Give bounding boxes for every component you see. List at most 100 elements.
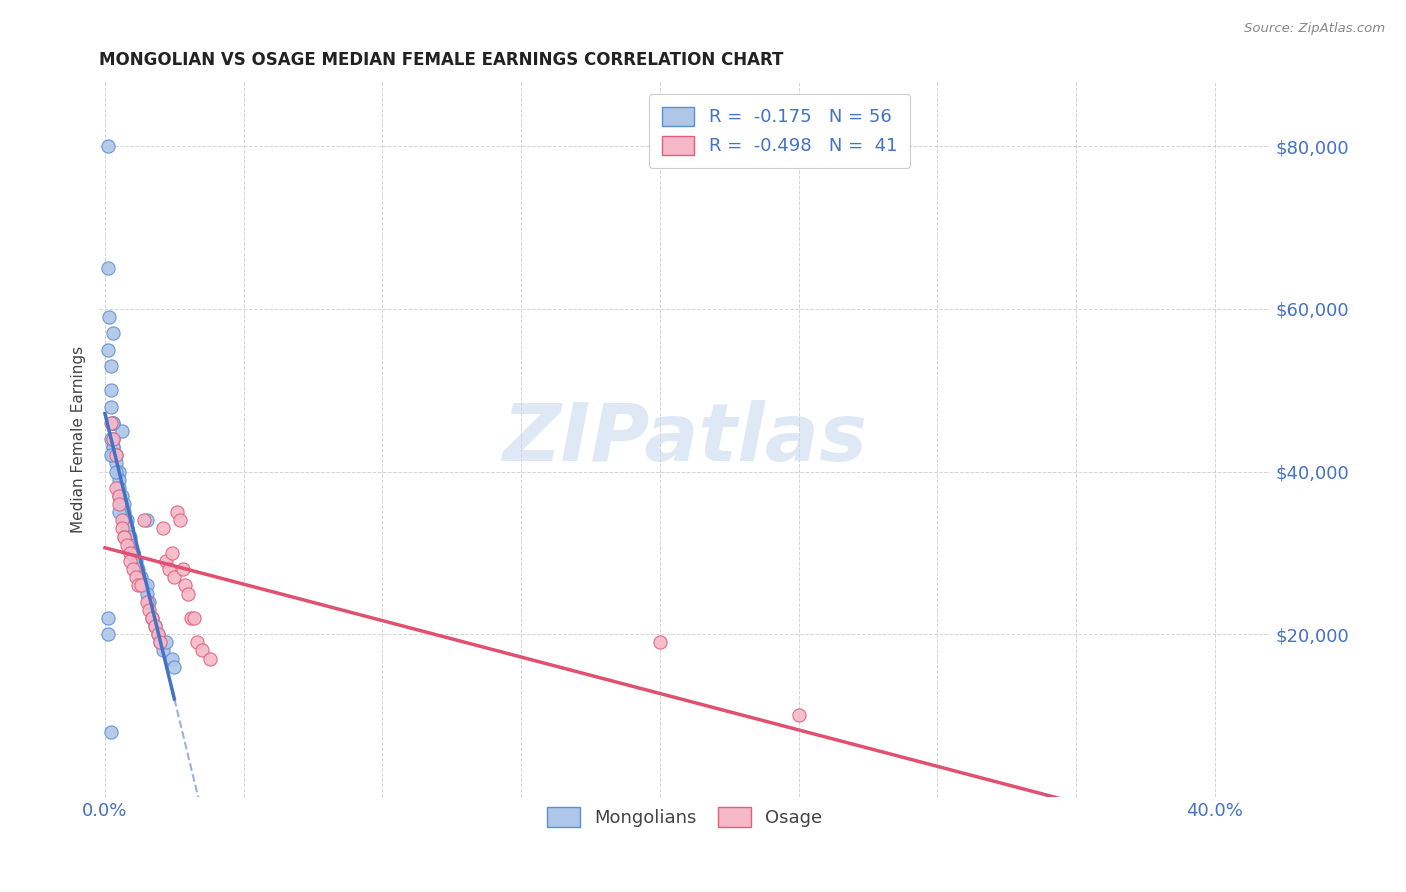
- Point: [135, 513, 157, 527]
- Point: [112, 530, 135, 544]
- Point: [169, 513, 191, 527]
- Point: [97, 139, 120, 153]
- Point: [155, 554, 177, 568]
- Point: [160, 651, 183, 665]
- Legend: Mongolians, Osage: Mongolians, Osage: [540, 800, 830, 834]
- Point: [124, 554, 146, 568]
- Point: [121, 562, 143, 576]
- Point: [112, 513, 135, 527]
- Point: [127, 562, 149, 576]
- Point: [787, 708, 810, 723]
- Point: [112, 497, 135, 511]
- Point: [100, 400, 122, 414]
- Point: [112, 505, 135, 519]
- Point: [648, 635, 671, 649]
- Text: Source: ZipAtlas.com: Source: ZipAtlas.com: [1244, 22, 1385, 36]
- Point: [141, 611, 163, 625]
- Point: [163, 570, 186, 584]
- Point: [166, 505, 188, 519]
- Point: [97, 611, 120, 625]
- Point: [115, 538, 138, 552]
- Point: [105, 448, 128, 462]
- Point: [118, 546, 141, 560]
- Point: [115, 521, 138, 535]
- Point: [111, 489, 134, 503]
- Point: [98, 310, 121, 325]
- Point: [105, 457, 128, 471]
- Point: [108, 481, 131, 495]
- Point: [157, 562, 180, 576]
- Point: [105, 448, 128, 462]
- Point: [172, 562, 194, 576]
- Point: [108, 505, 131, 519]
- Point: [127, 578, 149, 592]
- Point: [111, 497, 134, 511]
- Point: [100, 359, 122, 373]
- Point: [129, 578, 152, 592]
- Point: [138, 595, 160, 609]
- Point: [183, 611, 205, 625]
- Point: [115, 513, 138, 527]
- Point: [118, 554, 141, 568]
- Point: [103, 440, 125, 454]
- Point: [105, 465, 128, 479]
- Point: [129, 570, 152, 584]
- Point: [103, 440, 125, 454]
- Point: [97, 261, 120, 276]
- Point: [174, 578, 197, 592]
- Point: [135, 578, 157, 592]
- Point: [97, 343, 120, 357]
- Point: [108, 473, 131, 487]
- Point: [100, 416, 122, 430]
- Point: [132, 513, 155, 527]
- Point: [138, 603, 160, 617]
- Point: [97, 627, 120, 641]
- Point: [177, 586, 200, 600]
- Point: [186, 635, 208, 649]
- Point: [100, 724, 122, 739]
- Point: [103, 416, 125, 430]
- Point: [149, 635, 172, 649]
- Point: [152, 521, 174, 535]
- Point: [146, 627, 169, 641]
- Point: [141, 611, 163, 625]
- Point: [155, 635, 177, 649]
- Point: [100, 448, 122, 462]
- Point: [108, 489, 131, 503]
- Point: [103, 432, 125, 446]
- Point: [149, 635, 172, 649]
- Point: [100, 432, 122, 446]
- Point: [118, 538, 141, 552]
- Point: [100, 384, 122, 398]
- Point: [135, 586, 157, 600]
- Point: [163, 659, 186, 673]
- Point: [103, 416, 125, 430]
- Point: [108, 489, 131, 503]
- Y-axis label: Median Female Earnings: Median Female Earnings: [72, 345, 86, 533]
- Point: [121, 546, 143, 560]
- Point: [101, 416, 124, 430]
- Point: [118, 530, 141, 544]
- Text: MONGOLIAN VS OSAGE MEDIAN FEMALE EARNINGS CORRELATION CHART: MONGOLIAN VS OSAGE MEDIAN FEMALE EARNING…: [100, 51, 783, 69]
- Text: ZIPatlas: ZIPatlas: [502, 401, 868, 478]
- Point: [105, 481, 128, 495]
- Point: [111, 521, 134, 535]
- Point: [146, 627, 169, 641]
- Point: [180, 611, 202, 625]
- Point: [111, 513, 134, 527]
- Point: [160, 546, 183, 560]
- Point: [124, 570, 146, 584]
- Point: [143, 619, 166, 633]
- Point: [103, 448, 125, 462]
- Point: [112, 530, 135, 544]
- Point: [103, 432, 125, 446]
- Point: [121, 546, 143, 560]
- Point: [103, 326, 125, 341]
- Point: [111, 424, 134, 438]
- Point: [108, 465, 131, 479]
- Point: [143, 619, 166, 633]
- Point: [191, 643, 214, 657]
- Point: [200, 651, 222, 665]
- Point: [132, 578, 155, 592]
- Point: [135, 595, 157, 609]
